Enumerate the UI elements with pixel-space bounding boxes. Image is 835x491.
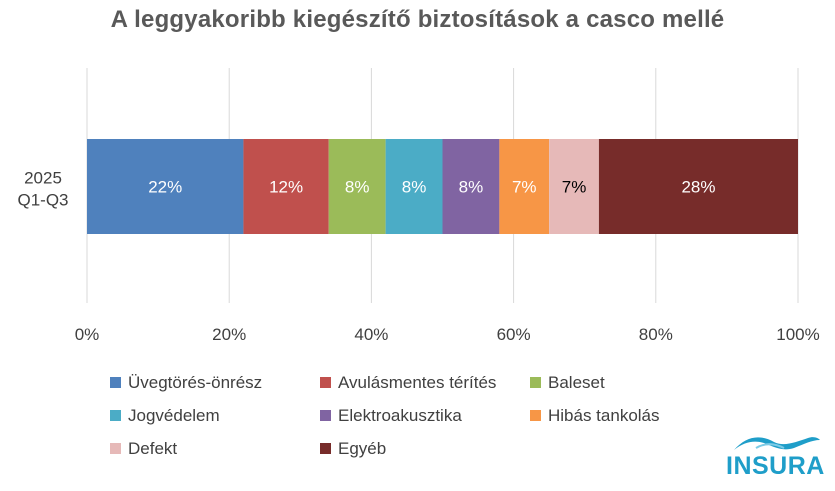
legend-label: Baleset: [548, 372, 605, 392]
legend-item: Baleset: [530, 372, 730, 393]
legend-label: Hibás tankolás: [548, 405, 660, 425]
legend-swatch: [530, 410, 541, 421]
x-tick-label: 20%: [212, 325, 246, 344]
legend-item: Hibás tankolás: [530, 405, 730, 426]
legend-item: Elektroakusztika: [320, 405, 530, 426]
logo-text: INSURA: [726, 452, 825, 480]
stacked-bar: [87, 139, 798, 234]
category-label-line: Q1-Q3: [17, 191, 68, 210]
data-label: 8%: [402, 178, 427, 197]
insura-logo: INSURA: [726, 432, 824, 480]
bar-segment: [499, 139, 550, 234]
legend-item: Üvegtörés-önrész: [110, 372, 320, 393]
legend-swatch: [320, 377, 331, 388]
bar-segment: [328, 139, 386, 234]
bar-segment: [442, 139, 500, 234]
legend: Üvegtörés-önrész Avulásmentes térítés Bale…: [110, 372, 730, 459]
legend-label: Jogvédelem: [128, 405, 220, 425]
x-tick-label: 60%: [497, 325, 531, 344]
data-labels: 22% 12% 8% 8% 8% 7% 7% 28%: [148, 178, 715, 197]
legend-label: Egyéb: [338, 438, 387, 458]
legend-swatch: [110, 377, 121, 388]
category-label: 2025 Q1-Q3: [17, 169, 68, 210]
legend-label: Avulásmentes térítés: [338, 372, 497, 392]
bar-segment: [87, 139, 244, 234]
legend-swatch: [320, 410, 331, 421]
data-label: 12%: [269, 178, 303, 197]
bar-segment: [385, 139, 443, 234]
legend-swatch: [320, 443, 331, 454]
legend-label: Defekt: [128, 438, 178, 458]
data-label: 28%: [681, 178, 715, 197]
legend-item: Defekt: [110, 438, 320, 459]
bar-segment: [549, 139, 599, 234]
chart-title: A leggyakoribb kiegészítő biztosítások a…: [110, 6, 725, 33]
x-tick-label: 80%: [639, 325, 673, 344]
legend-swatch: [110, 443, 121, 454]
bar-segment: [243, 139, 329, 234]
logo-wave-icon: [734, 437, 820, 450]
category-label-line: 2025: [24, 169, 62, 188]
x-tick-label: 0%: [75, 325, 100, 344]
legend-swatch: [530, 377, 541, 388]
data-label: 22%: [148, 178, 182, 197]
legend-label: Elektroakusztika: [338, 405, 462, 425]
legend-item: Egyéb: [320, 438, 530, 459]
bar-segment: [598, 139, 798, 234]
x-tick-label: 100%: [776, 325, 819, 344]
x-tick-label: 40%: [354, 325, 388, 344]
data-label: 7%: [562, 178, 587, 197]
legend-label: Üvegtörés-önrész: [128, 372, 263, 392]
legend-swatch: [110, 410, 121, 421]
data-label: 8%: [459, 178, 484, 197]
data-label: 7%: [512, 178, 537, 197]
legend-item: Avulásmentes térítés: [320, 372, 530, 393]
x-axis-ticks: 0% 20% 40% 60% 80% 100%: [75, 325, 820, 344]
data-label: 8%: [345, 178, 370, 197]
legend-item: Jogvédelem: [110, 405, 320, 426]
